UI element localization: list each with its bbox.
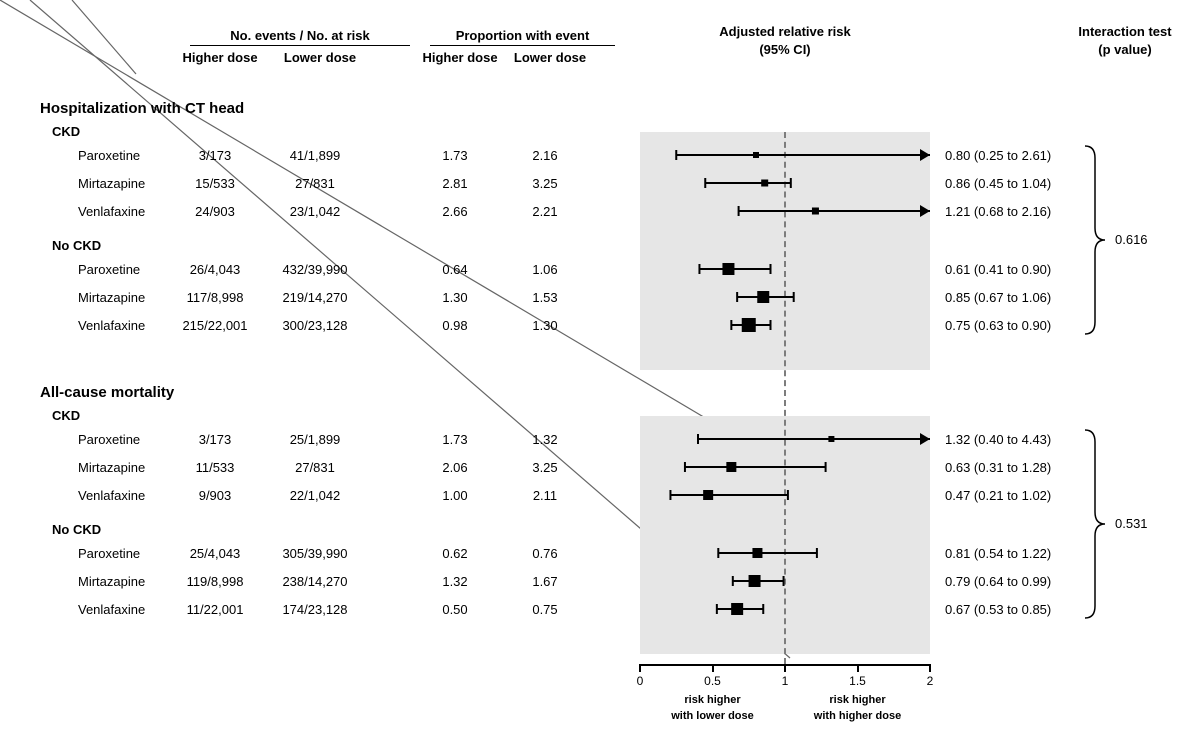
header-rr-line1: Adjusted relative risk (630, 24, 940, 39)
forest-row (0, 254, 1200, 284)
forest-row (0, 452, 1200, 482)
interaction-p-0: 0.616 (1115, 232, 1148, 247)
brace-1 (1083, 428, 1113, 620)
header-proportion-group: Proportion with event (430, 28, 615, 46)
subheader-higher-2: Higher dose (415, 50, 505, 65)
forest-row (0, 594, 1200, 624)
tick-3 (857, 664, 859, 672)
subheader-lower-1: Lower dose (275, 50, 365, 65)
axis-caption-left-1: risk higher (640, 694, 785, 706)
header-events-group: No. events / No. at risk (190, 28, 410, 46)
brace-0 (1083, 144, 1113, 336)
group-title-1-0: CKD (52, 408, 80, 423)
forest-row (0, 168, 1200, 198)
tick-4 (929, 664, 931, 672)
tick-2 (784, 664, 786, 672)
forest-row (0, 282, 1200, 312)
forest-row (0, 310, 1200, 340)
forest-row (0, 424, 1200, 454)
forest-row (0, 566, 1200, 596)
section-title-1: All-cause mortality (40, 384, 174, 401)
tick-1 (712, 664, 714, 672)
axis-caption-left-2: with lower dose (640, 710, 785, 722)
forest-row (0, 140, 1200, 170)
section-title-0: Hospitalization with CT head (40, 100, 244, 117)
forest-row (0, 538, 1200, 568)
subheader-lower-3: Lower dose (505, 50, 595, 65)
forest-row (0, 480, 1200, 510)
group-title-0-0: CKD (52, 124, 80, 139)
forest-row (0, 196, 1200, 226)
header-interaction-line1: Interaction test (1060, 24, 1190, 39)
tick-label-3: 1.5 (843, 674, 873, 688)
tick-label-4: 2 (915, 674, 945, 688)
tick-label-1: 0.5 (698, 674, 728, 688)
subheader-higher-0: Higher dose (175, 50, 265, 65)
group-title-0-1: No CKD (52, 238, 101, 253)
group-title-1-1: No CKD (52, 522, 101, 537)
tick-0 (639, 664, 641, 672)
axis-caption-right-2: with higher dose (785, 710, 930, 722)
header-rr-line2: (95% CI) (630, 42, 940, 57)
tick-label-2: 1 (770, 674, 800, 688)
interaction-p-1: 0.531 (1115, 516, 1148, 531)
axis-caption-right-1: risk higher (785, 694, 930, 706)
header-interaction-line2: (p value) (1060, 42, 1190, 57)
tick-label-0: 0 (625, 674, 655, 688)
